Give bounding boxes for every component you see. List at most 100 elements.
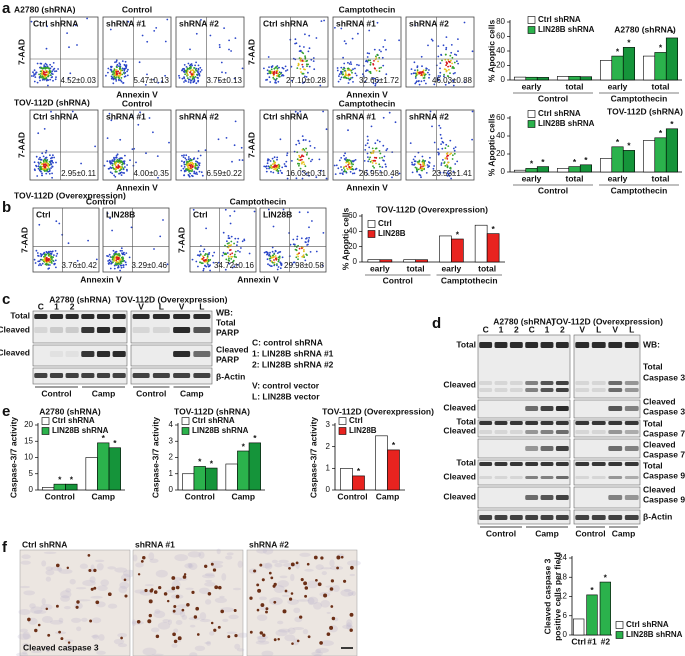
plot-value: 23.53±1.41: [432, 169, 473, 178]
flow-event: [33, 168, 36, 171]
flow-event: [437, 55, 440, 58]
flow-event: [233, 144, 236, 147]
flow-event: [302, 139, 305, 142]
flow-event: [117, 74, 119, 77]
flow-event: [131, 148, 134, 151]
flow-event: [237, 237, 240, 240]
y-tick-label: 2: [326, 442, 331, 451]
flow-event: [271, 72, 273, 75]
flow-event: [343, 67, 346, 70]
y-axis-label: Caspase-3/7 activity: [8, 417, 18, 499]
flow-event: [227, 255, 230, 258]
group-label: Camp: [180, 388, 204, 398]
flow-event: [455, 54, 458, 56]
flow-event: [37, 161, 40, 164]
image-label: shRNA #2: [249, 539, 289, 549]
blot-band: [608, 421, 623, 425]
flow-event: [369, 61, 372, 64]
flow-event: [471, 50, 474, 53]
significance-mark: *: [627, 38, 631, 48]
flow-event: [433, 141, 436, 144]
flow-event: [451, 62, 453, 65]
flow-event: [444, 68, 447, 71]
flow-event: [40, 264, 42, 267]
flow-event: [382, 64, 385, 67]
flow-event: [221, 71, 223, 74]
significance-mark: *: [253, 433, 257, 443]
flow-event: [95, 258, 98, 261]
flow-event: [366, 60, 369, 63]
flow-event: [119, 264, 122, 267]
flow-event: [117, 70, 119, 73]
y-tick-label: 24: [558, 553, 567, 562]
bar: [340, 468, 353, 491]
flow-event: [419, 163, 422, 166]
tissue-texture: [41, 598, 46, 605]
tissue-texture: [329, 559, 335, 567]
flow-event: [273, 253, 276, 256]
stained-cell: [329, 587, 334, 591]
flow-event: [191, 174, 193, 177]
flow-event: [196, 73, 198, 76]
flow-event: [118, 252, 120, 255]
flow-event: [197, 166, 200, 169]
significance-mark: *: [242, 441, 246, 451]
blot-band: [608, 446, 623, 451]
flow-event: [121, 258, 124, 261]
tissue-texture: [315, 647, 329, 653]
stained-cell: [166, 599, 170, 603]
panel-letter: b: [2, 199, 11, 216]
flow-event: [425, 172, 428, 174]
flow-event: [313, 147, 316, 149]
flow-event: [234, 237, 237, 240]
legend-label: LIN28B: [349, 426, 377, 435]
tissue-texture: [275, 629, 288, 637]
flow-event: [342, 68, 344, 71]
flow-event: [454, 72, 456, 74]
stained-cell: [303, 581, 308, 586]
blot-title: A2780 (shRNA): [49, 294, 111, 304]
blot-band: [540, 406, 554, 411]
flow-event: [47, 170, 50, 173]
flow-event: [71, 110, 74, 113]
flow-event: [33, 161, 36, 164]
flow-event: [109, 217, 111, 220]
tissue-texture: [154, 609, 161, 614]
flow-event: [113, 267, 116, 270]
flow-event: [200, 69, 203, 71]
stained-cell: [256, 583, 260, 587]
blot-band: [591, 421, 606, 425]
y-axis-label: 7-AAD: [16, 132, 26, 158]
flow-event: [446, 174, 449, 177]
flow-event: [439, 62, 442, 64]
flow-event: [315, 37, 318, 39]
blot-band: [173, 351, 191, 357]
flow-event: [298, 252, 300, 255]
flow-event: [333, 164, 336, 167]
legend-swatch: [527, 26, 536, 34]
flow-event: [271, 246, 274, 249]
flow-event: [243, 238, 246, 241]
stained-cell: [349, 628, 353, 632]
flow-event: [120, 77, 123, 79]
tissue-texture: [113, 638, 125, 645]
tissue-texture: [342, 624, 354, 630]
flow-event: [198, 74, 201, 77]
bar: [415, 259, 428, 263]
flow-event: [340, 27, 343, 30]
tissue-texture: [284, 634, 296, 642]
bar: [205, 467, 218, 491]
flow-event: [344, 152, 346, 155]
flow-event: [49, 78, 52, 81]
tissue-texture: [30, 606, 43, 614]
flow-event: [52, 259, 54, 262]
flow-event: [193, 79, 196, 82]
flow-event: [341, 169, 343, 171]
flow-event: [338, 75, 340, 77]
antibody-label: β-Actin: [643, 511, 672, 521]
blot-band: [509, 388, 523, 392]
flow-event: [36, 62, 39, 65]
flow-event: [285, 160, 288, 163]
flow-event: [269, 255, 272, 258]
flow-event: [45, 69, 47, 72]
